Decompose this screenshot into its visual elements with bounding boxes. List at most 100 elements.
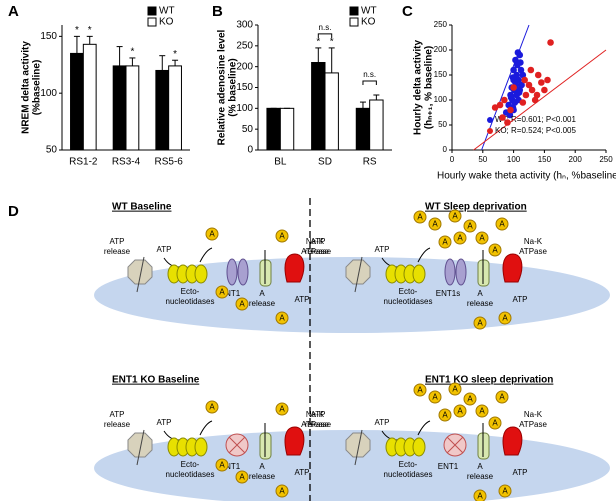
adenosine-label: A <box>467 395 473 404</box>
point <box>506 111 514 119</box>
adenosine-label: A <box>279 314 285 323</box>
label: release <box>249 299 276 308</box>
point <box>507 94 515 101</box>
significance: * <box>88 25 92 36</box>
legend-label: KO <box>159 17 174 28</box>
legend-marker <box>487 128 493 134</box>
point <box>501 96 508 104</box>
point <box>512 79 519 86</box>
x-tick-label: 150 <box>538 155 552 164</box>
adenosine <box>428 390 442 404</box>
y-tick-label: 150 <box>40 31 57 42</box>
adenosine-label: A <box>219 461 225 470</box>
adenosine <box>495 390 509 404</box>
y-tick-label: 300 <box>236 20 253 31</box>
label: ENT1 <box>220 462 241 471</box>
adenosine <box>475 404 489 418</box>
panel-label: D <box>8 203 19 220</box>
ecto-enzyme <box>194 264 208 284</box>
arrow <box>354 429 363 466</box>
y-axis-label: Hourly delta activity <box>413 40 424 135</box>
y-tick-label: 50 <box>242 124 254 135</box>
x-tick-label: BL <box>274 157 287 168</box>
point <box>522 91 530 99</box>
bar <box>82 43 97 151</box>
adenosine <box>235 470 249 484</box>
panel-label: A <box>8 3 19 20</box>
label: nucleotidases <box>166 470 215 479</box>
label: ATP <box>375 418 390 427</box>
significance: * <box>330 37 334 48</box>
adenosine <box>498 484 512 498</box>
point <box>519 71 527 79</box>
y-tick-label: 150 <box>434 70 448 79</box>
adenosine-label: A <box>492 246 498 255</box>
ent1 <box>226 258 238 286</box>
legend-label: WT <box>159 6 175 17</box>
adenosine <box>495 217 509 231</box>
panel-title: WT Baseline <box>112 202 172 213</box>
na-k-atpase <box>284 426 305 456</box>
bar <box>355 107 371 151</box>
arrow <box>136 256 145 293</box>
point <box>504 119 511 126</box>
label: Ecto- <box>399 287 418 296</box>
na-k-atpase <box>502 253 523 283</box>
adenosine-label: A <box>417 213 423 222</box>
adenosine <box>488 416 502 430</box>
label: ATP <box>110 237 125 246</box>
adenosine <box>453 231 467 245</box>
x-axis-label: Hourly wake theta activity (hₙ, %baselin… <box>437 171 616 182</box>
adenosine <box>498 311 512 325</box>
arrow <box>417 247 431 263</box>
arrow <box>417 420 431 436</box>
label: ATP <box>311 237 326 246</box>
point <box>519 99 527 106</box>
label: ATP <box>295 468 310 477</box>
panel-label: C <box>402 3 413 20</box>
adenosine-label: A <box>442 238 448 247</box>
ecto-enzyme <box>412 264 426 284</box>
point <box>538 79 545 86</box>
y-tick-label: 50 <box>46 145 58 156</box>
y-tick-label: 200 <box>434 45 448 54</box>
x-tick-label: RS5-6 <box>154 157 183 168</box>
legend-swatch <box>147 17 157 27</box>
cross <box>446 436 464 454</box>
label: Na-K <box>524 237 543 246</box>
y-tick-label: 100 <box>236 103 253 114</box>
label: nucleotidases <box>384 470 433 479</box>
label: nucleotidases <box>166 297 215 306</box>
label: ATPase <box>301 247 329 256</box>
point <box>521 76 528 84</box>
label: ATPase <box>519 247 547 256</box>
adenosine-label: A <box>502 487 508 496</box>
label: ATP <box>157 418 172 427</box>
panel-label: B <box>212 3 223 20</box>
point <box>541 86 548 94</box>
adenosine <box>275 484 289 498</box>
adenosine <box>475 231 489 245</box>
adenosine-label: A <box>279 232 285 241</box>
label: ATP <box>110 410 125 419</box>
label: ATP <box>295 295 310 304</box>
adenosine <box>428 217 442 231</box>
x-tick-label: 0 <box>450 155 455 164</box>
arrow <box>199 247 213 263</box>
legend-marker <box>487 117 493 123</box>
adenosine-label: A <box>457 234 463 243</box>
adenosine <box>275 229 289 243</box>
adenosine-label: A <box>502 314 508 323</box>
label: Ecto- <box>181 460 200 469</box>
y-tick-label: 200 <box>236 61 253 72</box>
x-tick-label: RS3-4 <box>112 157 141 168</box>
label: A <box>477 462 483 471</box>
adenosine <box>438 235 452 249</box>
na-k-atpase <box>502 426 523 456</box>
adenosine-label: A <box>499 220 505 229</box>
panel-title: ENT1 KO sleep deprivation <box>425 375 553 386</box>
point <box>533 91 541 99</box>
label: A <box>259 289 265 298</box>
label: ATP <box>375 245 390 254</box>
label: release <box>467 299 494 308</box>
